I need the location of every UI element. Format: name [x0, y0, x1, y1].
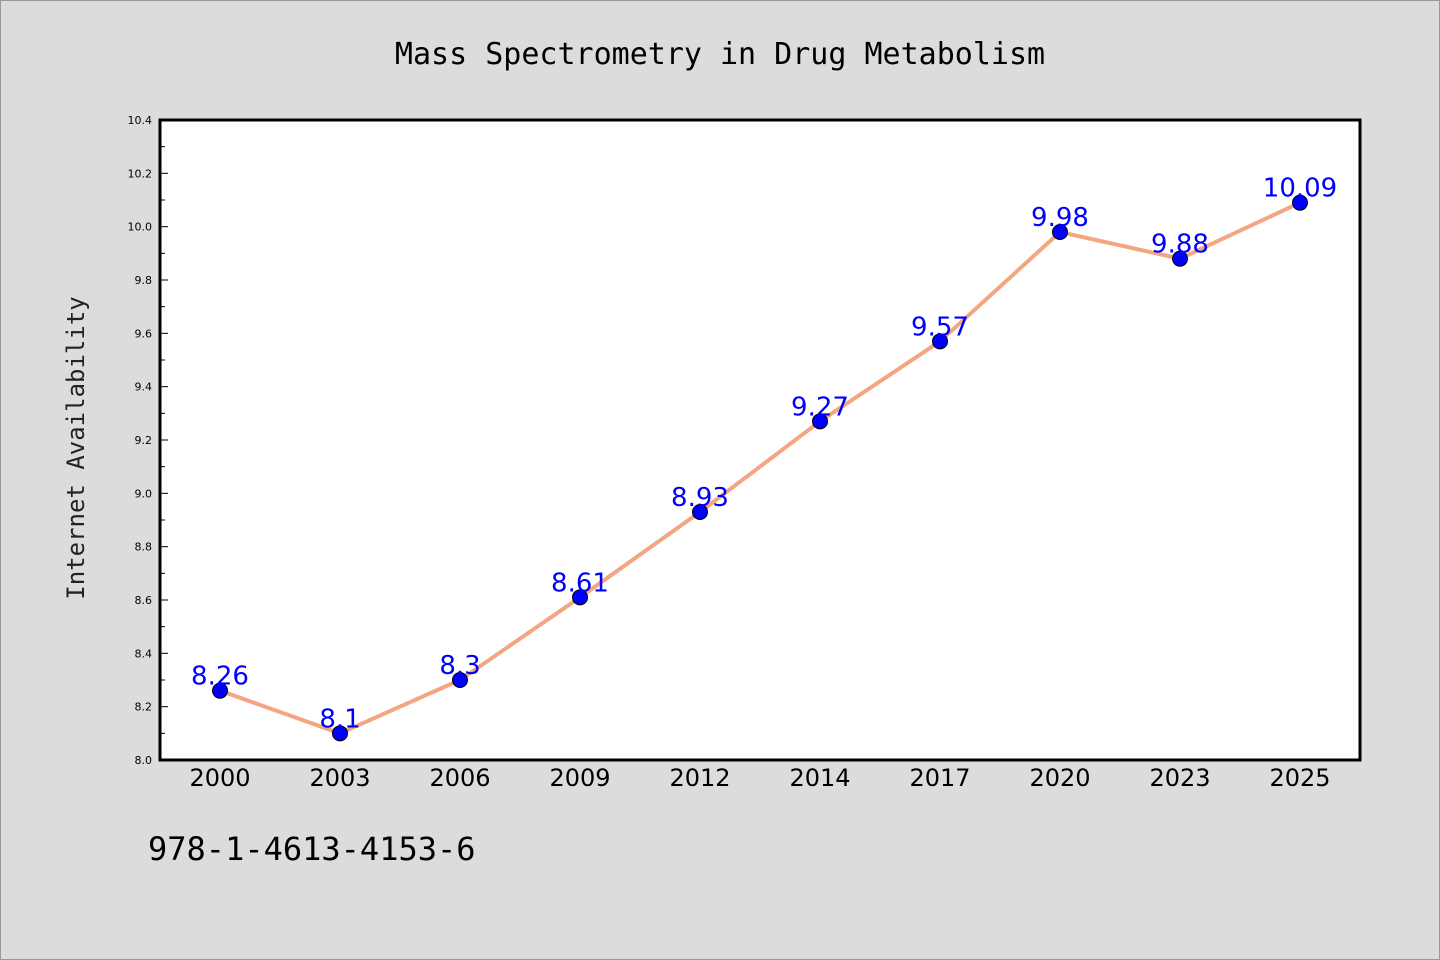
x-tick-label: 2000 — [189, 764, 250, 792]
data-label: 9.57 — [911, 312, 969, 342]
isbn-note: 978-1-4613-4153-6 — [148, 830, 476, 868]
data-label: 8.61 — [551, 568, 609, 598]
y-tick-label: 9.4 — [135, 381, 153, 394]
x-tick-label: 2023 — [1149, 764, 1210, 792]
series-line — [219, 200, 1301, 736]
x-axis-ticks: 2000 2003 2006 2009 2012 2014 2017 2020 2023 2025 — [189, 764, 1330, 792]
data-point — [1172, 250, 1188, 267]
data-point — [932, 333, 948, 350]
x-tick-label: 2025 — [1269, 764, 1330, 792]
data-label: 10.09 — [1263, 174, 1337, 204]
y-tick-label: 9.6 — [135, 327, 153, 340]
plot-area — [160, 120, 1360, 760]
y-axis-label: Internet Availability — [62, 296, 90, 599]
data-point — [452, 672, 468, 688]
chart-title: Mass Spectrometry in Drug Metabolism — [395, 37, 1045, 72]
data-labels: 8.26 8.1 8.3 8.61 8.93 9.27 9.57 9.98 9.88 10.09 — [191, 174, 1337, 735]
data-label: 9.27 — [791, 392, 849, 422]
x-tick-label: 2017 — [909, 764, 970, 792]
data-label: 9.98 — [1031, 203, 1089, 233]
data-point — [572, 589, 588, 606]
y-tick-label: 10.2 — [128, 167, 153, 180]
data-label: 8.26 — [191, 662, 249, 692]
x-tick-label: 2012 — [669, 764, 730, 792]
y-tick-label: 9.0 — [135, 487, 153, 500]
y-tick-label: 9.2 — [135, 434, 153, 447]
data-label: 8.1 — [319, 704, 360, 734]
x-tick-label: 2009 — [549, 764, 610, 792]
x-tick-label: 2020 — [1029, 764, 1090, 792]
x-tick-label: 2006 — [429, 764, 490, 792]
x-tick-label: 2003 — [309, 764, 370, 792]
y-tick-label: 8.6 — [135, 594, 153, 607]
data-point — [212, 682, 228, 699]
data-point — [332, 725, 348, 742]
data-point — [692, 504, 708, 520]
y-tick-label: 8.4 — [135, 647, 153, 660]
y-tick-label: 8.2 — [135, 701, 153, 714]
y-tick-label: 10.0 — [128, 221, 153, 234]
data-point — [1052, 224, 1068, 240]
y-tick-label: 9.8 — [135, 274, 153, 287]
series-markers — [212, 194, 1308, 742]
plot-border — [158, 118, 1362, 762]
y-tick-label: 10.4 — [128, 114, 153, 127]
data-label: 8.3 — [439, 651, 480, 681]
data-label: 8.93 — [671, 483, 729, 513]
x-tick-label: 2014 — [789, 764, 850, 792]
y-tick-label: 8.0 — [135, 754, 153, 767]
data-label: 9.88 — [1151, 230, 1209, 260]
data-point — [812, 413, 828, 430]
data-point — [1292, 194, 1308, 211]
y-tick-label: 8.8 — [135, 541, 153, 554]
